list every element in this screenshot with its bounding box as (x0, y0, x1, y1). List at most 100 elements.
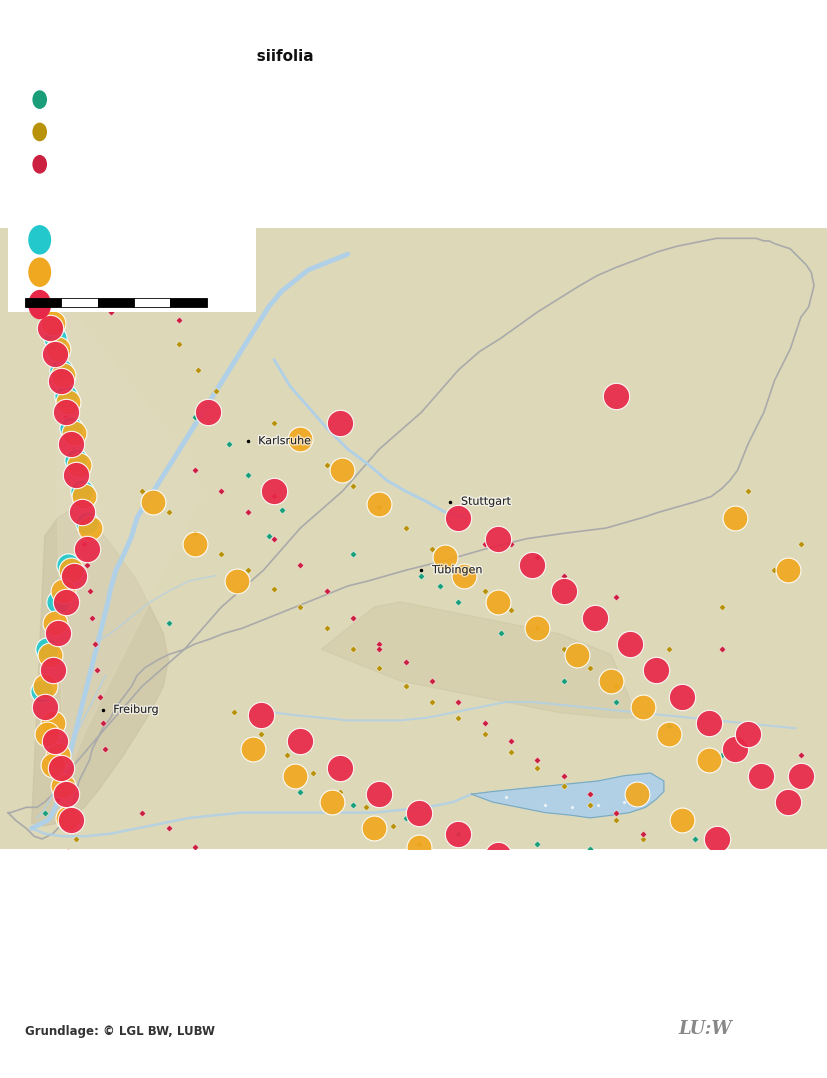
Point (412, 804, 425, 821)
Point (623, 899, 636, 916)
Point (51, 594, 65, 611)
Point (702, 751, 715, 769)
Point (631, 786, 644, 803)
Point (536, 865, 549, 882)
Point (325, 793, 338, 811)
Text: 0: 0 (22, 286, 27, 294)
Point (605, 673, 618, 690)
Text: bis 2000: bis 2000 (56, 235, 103, 246)
Point (565, 799, 578, 816)
Point (231, 572, 244, 590)
Point (38, 699, 51, 716)
Point (78, 488, 91, 506)
Text: 2001-2010: 2001-2010 (56, 267, 117, 278)
Point (499, 788, 512, 805)
Point (62, 810, 75, 827)
Point (83, 520, 96, 537)
Point (80, 541, 93, 558)
Point (44, 320, 57, 337)
Point (333, 759, 347, 776)
Point (649, 662, 662, 679)
Point (56, 778, 69, 796)
Point (56, 368, 69, 385)
Point (710, 830, 723, 847)
Point (65, 436, 78, 453)
Text: 50: 50 (202, 286, 212, 294)
Point (46, 757, 60, 774)
Point (794, 768, 807, 785)
Point (62, 393, 75, 411)
Text: Stuttgart: Stuttgart (461, 497, 511, 507)
Point (73, 457, 86, 474)
Text: Kleinvorkommen: Kleinvorkommen (25, 70, 124, 83)
Point (702, 715, 715, 732)
Polygon shape (53, 287, 203, 787)
Point (373, 786, 386, 803)
Point (75, 505, 88, 522)
Point (54, 372, 67, 389)
Point (54, 362, 67, 379)
Text: LU:W: LU:W (678, 1019, 732, 1037)
Point (254, 707, 267, 724)
Point (54, 759, 67, 776)
Point (452, 509, 465, 526)
Point (294, 430, 307, 447)
Point (552, 899, 565, 916)
Text: Grundlage: © LGL BW, LUBW: Grundlage: © LGL BW, LUBW (25, 1024, 215, 1037)
Point (676, 689, 689, 706)
Point (609, 388, 623, 405)
Text: 20: 20 (93, 286, 103, 294)
Point (491, 594, 504, 611)
Point (38, 678, 51, 695)
Point (636, 699, 649, 716)
Point (578, 883, 591, 900)
Point (44, 646, 57, 663)
Point (60, 388, 73, 405)
Point (49, 330, 62, 347)
Polygon shape (31, 510, 169, 826)
Text: 2001-2010: 2001-2010 (51, 127, 112, 138)
Point (65, 812, 78, 829)
Point (69, 467, 83, 484)
Point (367, 820, 380, 838)
Point (570, 646, 583, 663)
Point (781, 793, 794, 811)
Point (75, 483, 88, 500)
Point (557, 583, 571, 600)
Point (525, 556, 538, 573)
Text: 2011-2017: 2011-2017 (56, 300, 117, 310)
Point (333, 415, 347, 432)
Point (676, 812, 689, 829)
Text: Freiburg: Freiburg (113, 705, 159, 715)
Point (65, 419, 78, 437)
Point (62, 556, 75, 573)
Point (504, 877, 518, 895)
Point (457, 567, 471, 584)
Point (46, 715, 60, 732)
Point (189, 536, 202, 553)
Text: 30: 30 (129, 286, 139, 294)
Point (373, 496, 386, 513)
Point (336, 462, 349, 480)
Polygon shape (322, 603, 638, 718)
Polygon shape (8, 239, 814, 839)
Point (781, 562, 794, 579)
Polygon shape (471, 773, 664, 818)
Point (491, 530, 504, 548)
Text: 40: 40 (165, 286, 175, 294)
Point (51, 341, 65, 358)
Text: 2011-2017: 2011-2017 (51, 160, 112, 170)
Point (538, 797, 552, 814)
Point (246, 741, 260, 758)
Point (754, 768, 767, 785)
Point (623, 636, 636, 653)
Point (457, 857, 471, 874)
Point (662, 917, 676, 935)
Point (46, 662, 60, 679)
Point (741, 725, 754, 743)
Point (51, 625, 65, 642)
Point (49, 346, 62, 363)
Point (67, 425, 80, 442)
Point (67, 567, 80, 584)
Point (69, 452, 83, 469)
